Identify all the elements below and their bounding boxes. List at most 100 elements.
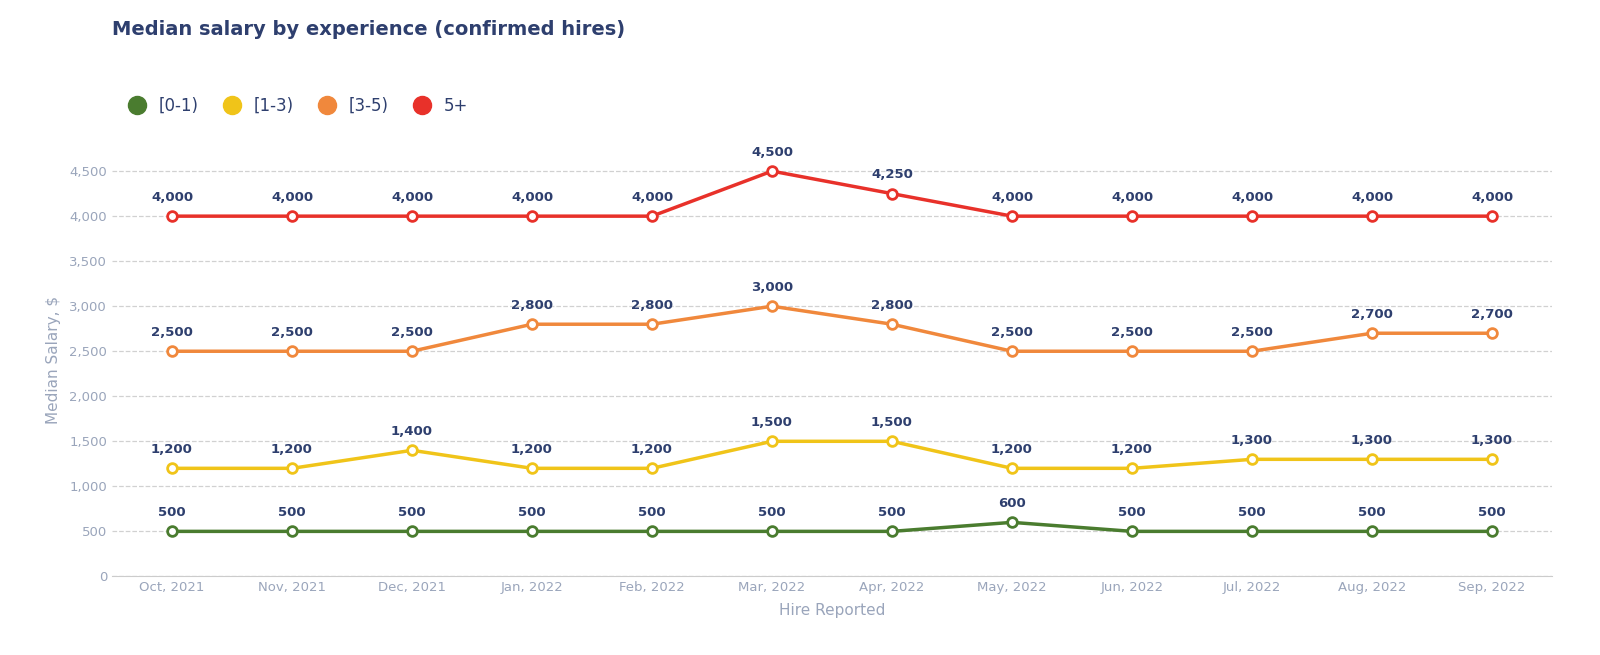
Line: [3-5): [3-5) bbox=[166, 301, 1498, 356]
[3-5) bbox=[1242, 347, 1261, 355]
5+ bbox=[1482, 212, 1501, 220]
[0-1) bbox=[1482, 527, 1501, 535]
[3-5) bbox=[1482, 329, 1501, 337]
[3-5) bbox=[163, 347, 182, 355]
Text: 500: 500 bbox=[158, 506, 186, 519]
Text: 4,000: 4,000 bbox=[990, 191, 1034, 204]
[3-5) bbox=[1123, 347, 1142, 355]
[0-1) bbox=[1363, 527, 1382, 535]
Y-axis label: Median Salary, $: Median Salary, $ bbox=[46, 296, 61, 424]
Text: 500: 500 bbox=[1478, 506, 1506, 519]
[0-1) bbox=[762, 527, 781, 535]
Text: 4,000: 4,000 bbox=[510, 191, 554, 204]
[3-5) bbox=[762, 302, 781, 310]
Text: 500: 500 bbox=[278, 506, 306, 519]
[1-3) bbox=[1123, 464, 1142, 472]
[3-5) bbox=[403, 347, 422, 355]
Legend: [0-1), [1-3), [3-5), 5+: [0-1), [1-3), [3-5), 5+ bbox=[120, 97, 469, 115]
[1-3) bbox=[1482, 455, 1501, 463]
Text: Median salary by experience (confirmed hires): Median salary by experience (confirmed h… bbox=[112, 20, 626, 39]
Text: 1,500: 1,500 bbox=[870, 416, 914, 429]
Text: 2,500: 2,500 bbox=[1110, 326, 1154, 339]
[0-1) bbox=[883, 527, 902, 535]
5+ bbox=[762, 167, 781, 175]
Text: 500: 500 bbox=[638, 506, 666, 519]
5+ bbox=[643, 212, 662, 220]
Line: 5+: 5+ bbox=[166, 166, 1498, 221]
[1-3) bbox=[522, 464, 541, 472]
[3-5) bbox=[282, 347, 301, 355]
5+ bbox=[1363, 212, 1382, 220]
[0-1) bbox=[522, 527, 541, 535]
[3-5) bbox=[522, 320, 541, 328]
Text: 500: 500 bbox=[1118, 506, 1146, 519]
Text: 2,500: 2,500 bbox=[1230, 326, 1274, 339]
Text: 4,000: 4,000 bbox=[270, 191, 314, 204]
[1-3) bbox=[643, 464, 662, 472]
Text: 2,800: 2,800 bbox=[510, 299, 554, 312]
[0-1) bbox=[1242, 527, 1261, 535]
[0-1) bbox=[1002, 519, 1022, 527]
Text: 1,300: 1,300 bbox=[1350, 434, 1394, 447]
Text: 1,200: 1,200 bbox=[630, 443, 674, 456]
Text: 500: 500 bbox=[398, 506, 426, 519]
Text: 1,200: 1,200 bbox=[150, 443, 194, 456]
Line: [0-1): [0-1) bbox=[166, 517, 1498, 536]
Text: 1,500: 1,500 bbox=[750, 416, 794, 429]
Text: 500: 500 bbox=[518, 506, 546, 519]
Text: 2,800: 2,800 bbox=[870, 299, 914, 312]
Text: 2,500: 2,500 bbox=[150, 326, 194, 339]
Text: 4,000: 4,000 bbox=[1230, 191, 1274, 204]
Text: 500: 500 bbox=[878, 506, 906, 519]
[1-3) bbox=[1363, 455, 1382, 463]
[3-5) bbox=[643, 320, 662, 328]
[0-1) bbox=[282, 527, 301, 535]
[1-3) bbox=[883, 438, 902, 445]
Text: 500: 500 bbox=[758, 506, 786, 519]
5+ bbox=[403, 212, 422, 220]
Text: 1,400: 1,400 bbox=[390, 425, 434, 438]
Text: 4,000: 4,000 bbox=[1470, 191, 1514, 204]
Text: 500: 500 bbox=[1238, 506, 1266, 519]
[1-3) bbox=[1002, 464, 1022, 472]
Text: 2,500: 2,500 bbox=[270, 326, 314, 339]
Text: 4,000: 4,000 bbox=[1350, 191, 1394, 204]
Text: 2,700: 2,700 bbox=[1350, 308, 1394, 321]
[3-5) bbox=[883, 320, 902, 328]
Text: 1,200: 1,200 bbox=[510, 443, 554, 456]
[0-1) bbox=[1123, 527, 1142, 535]
[0-1) bbox=[403, 527, 422, 535]
Text: 1,200: 1,200 bbox=[270, 443, 314, 456]
Text: 2,500: 2,500 bbox=[390, 326, 434, 339]
5+ bbox=[522, 212, 541, 220]
Text: 4,000: 4,000 bbox=[630, 191, 674, 204]
Text: 600: 600 bbox=[998, 497, 1026, 510]
5+ bbox=[1242, 212, 1261, 220]
Text: 500: 500 bbox=[1358, 506, 1386, 519]
[1-3) bbox=[282, 464, 301, 472]
[1-3) bbox=[1242, 455, 1261, 463]
5+ bbox=[282, 212, 301, 220]
[0-1) bbox=[163, 527, 182, 535]
Text: 1,200: 1,200 bbox=[990, 443, 1034, 456]
Text: 4,250: 4,250 bbox=[870, 168, 914, 181]
5+ bbox=[1002, 212, 1022, 220]
Text: 4,000: 4,000 bbox=[1110, 191, 1154, 204]
Text: 4,000: 4,000 bbox=[150, 191, 194, 204]
[0-1) bbox=[643, 527, 662, 535]
Text: 3,000: 3,000 bbox=[750, 281, 794, 293]
X-axis label: Hire Reported: Hire Reported bbox=[779, 603, 885, 618]
5+ bbox=[1123, 212, 1142, 220]
Text: 2,800: 2,800 bbox=[630, 299, 674, 312]
Text: 4,000: 4,000 bbox=[390, 191, 434, 204]
Text: 1,200: 1,200 bbox=[1110, 443, 1154, 456]
Text: 2,700: 2,700 bbox=[1470, 308, 1514, 321]
Text: 2,500: 2,500 bbox=[990, 326, 1034, 339]
[1-3) bbox=[403, 447, 422, 455]
Text: 1,300: 1,300 bbox=[1230, 434, 1274, 447]
[3-5) bbox=[1363, 329, 1382, 337]
5+ bbox=[163, 212, 182, 220]
[1-3) bbox=[762, 438, 781, 445]
5+ bbox=[883, 190, 902, 198]
[1-3) bbox=[163, 464, 182, 472]
